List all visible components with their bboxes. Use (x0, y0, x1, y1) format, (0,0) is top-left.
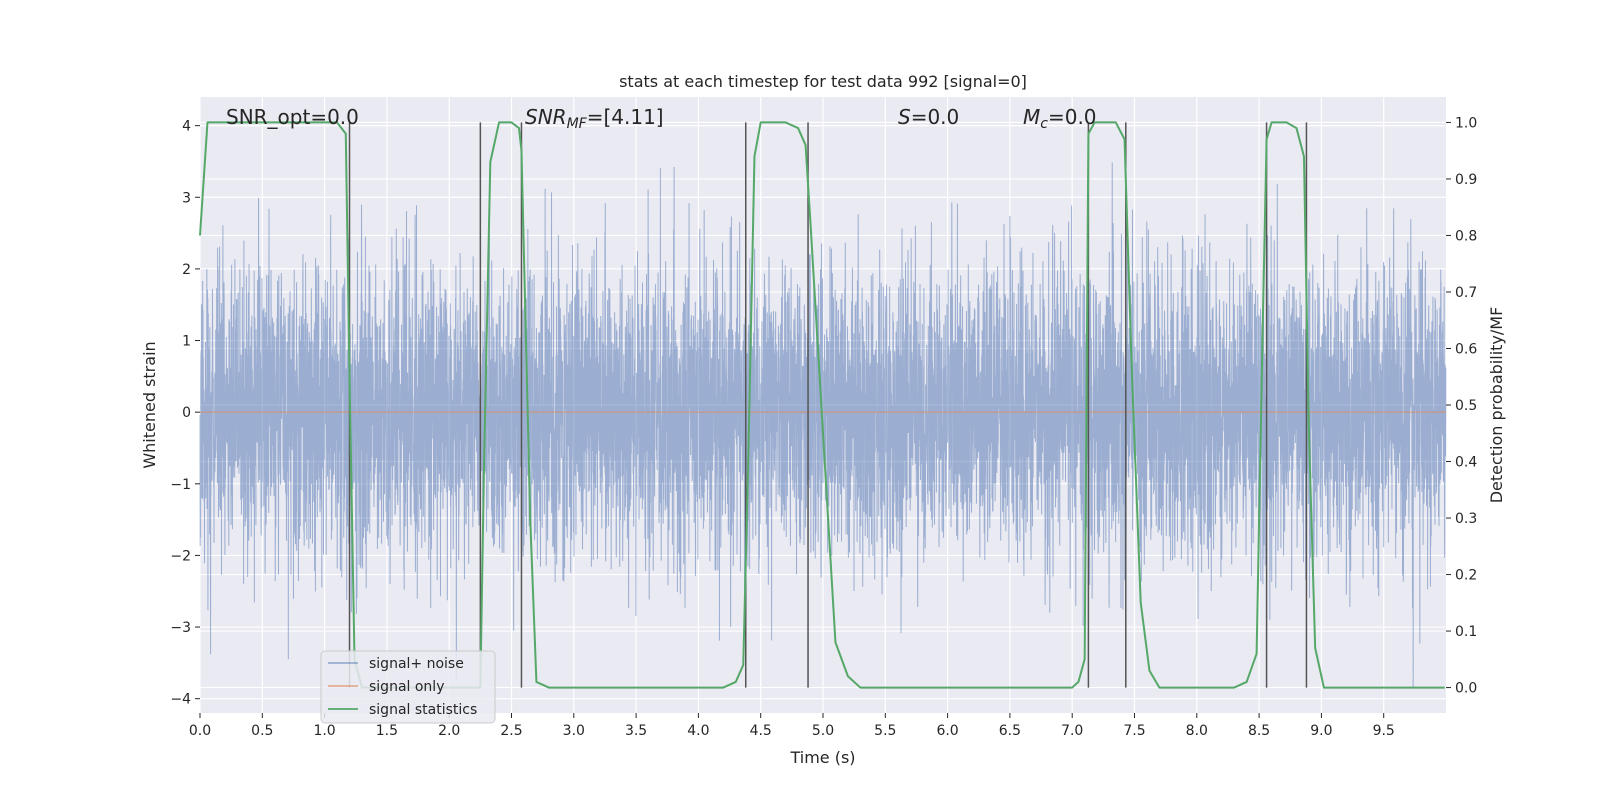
y2-tick-label-7: 0.7 (1455, 285, 1477, 301)
y2-tick-label-6: 0.6 (1455, 341, 1477, 357)
y-tick-label-1: −3 (170, 620, 191, 636)
x-tick-label-7: 3.5 (625, 723, 647, 739)
chart-title: stats at each timestep for test data 992… (619, 72, 1027, 91)
y2-axis-label: Detection probability/MF (1487, 307, 1506, 504)
x-tick-label-14: 7.0 (1061, 723, 1083, 739)
y2-tick-label-3: 0.3 (1455, 511, 1477, 527)
y-tick-label-4: 0 (182, 405, 191, 421)
x-tick-label-6: 3.0 (563, 723, 585, 739)
y2-tick-label-2: 0.2 (1455, 568, 1477, 584)
x-tick-label-18: 9.0 (1310, 723, 1332, 739)
x-axis-ticks: 0.0 0.5 1.0 1.5 2.0 2.5 3.0 3.5 4.0 4.5 5.0 5.5 6.0 6… (189, 713, 1395, 739)
y2-tick-label-1: 0.1 (1455, 624, 1477, 640)
vertical-markers (348, 122, 1308, 688)
x-tick-label-0: 0.0 (189, 723, 211, 739)
y-tick-label-2: −2 (170, 548, 191, 564)
x-tick-label-5: 2.5 (500, 723, 522, 739)
noise-line (199, 162, 1447, 689)
x-tick-label-4: 2.0 (438, 723, 460, 739)
x-tick-label-19: 9.5 (1373, 723, 1395, 739)
x-tick-label-1: 0.5 (251, 723, 273, 739)
y-axis-label: Whitened strain (140, 341, 159, 468)
y-tick-label-6: 2 (182, 262, 191, 278)
x-tick-label-12: 6.0 (936, 723, 958, 739)
x-tick-label-3: 1.5 (376, 723, 398, 739)
x-axis-label: Time (s) (789, 748, 855, 767)
x-tick-label-15: 7.5 (1123, 723, 1145, 739)
y2-axis-ticks: 0.0 0.1 0.2 0.3 0.4 0.5 0.6 0.7 0.8 0.9 1.0 (1446, 115, 1477, 697)
y2-tick-label-10: 1.0 (1455, 115, 1477, 131)
x-tick-label-16: 8.0 (1186, 723, 1208, 739)
legend-label-signal-plus-noise: signal+ noise (369, 656, 464, 672)
y-axis-ticks: −4 −3 −2 −1 0 1 2 3 4 (170, 119, 200, 708)
y-tick-label-8: 4 (182, 119, 191, 135)
legend-label-signal-statistics: signal statistics (369, 702, 477, 718)
annotation-snr-mf: SNRMF=[4.11] (525, 105, 664, 132)
legend: signal+ noise signal only signal statist… (320, 650, 496, 724)
y2-tick-label-8: 0.8 (1455, 228, 1477, 244)
y-tick-label-5: 1 (182, 334, 191, 350)
series-signal-plus-noise (199, 162, 1447, 689)
x-tick-label-13: 6.5 (999, 723, 1021, 739)
x-tick-label-8: 4.0 (687, 723, 709, 739)
x-tick-label-9: 4.5 (750, 723, 772, 739)
y2-tick-label-9: 0.9 (1455, 172, 1477, 188)
y-tick-label-0: −4 (170, 692, 191, 708)
x-tick-label-10: 5.0 (812, 723, 834, 739)
annotation-s: S=0.0 (898, 105, 959, 129)
x-tick-label-17: 8.5 (1248, 723, 1270, 739)
legend-box (320, 650, 496, 724)
x-tick-label-11: 5.5 (874, 723, 896, 739)
y2-tick-label-4: 0.4 (1455, 455, 1477, 471)
annotation-snr-opt: SNR_opt=0.0 (226, 105, 359, 129)
y-tick-label-3: −1 (170, 477, 191, 493)
y2-tick-label-0: 0.0 (1455, 681, 1477, 697)
y2-tick-label-5: 0.5 (1455, 398, 1477, 414)
annotation-mc: Mc=0.0 (1023, 105, 1097, 132)
y-tick-label-7: 3 (182, 190, 191, 206)
x-tick-label-2: 1.0 (313, 723, 335, 739)
legend-label-signal-only: signal only (369, 679, 444, 695)
